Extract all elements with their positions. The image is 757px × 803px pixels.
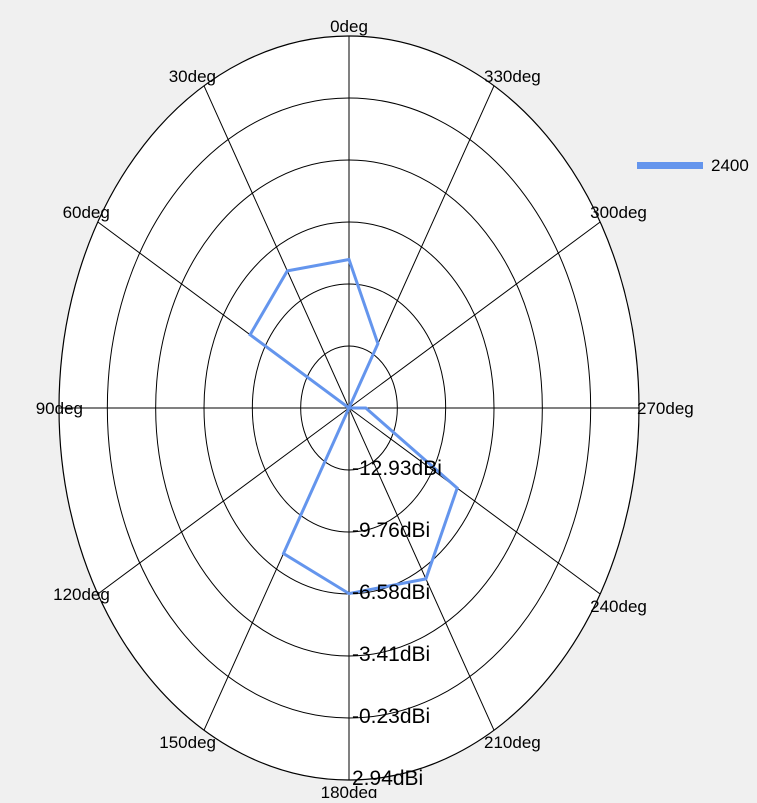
legend-label-2400: 2400	[711, 156, 749, 175]
radial-tick-label: -0.23dBi	[352, 705, 430, 728]
radial-tick-label: -3.41dBi	[352, 643, 430, 666]
angle-tick-label: 60deg	[63, 203, 110, 222]
angle-tick-label: 210deg	[484, 733, 541, 752]
legend-swatch-2400	[637, 162, 703, 169]
angle-tick-label: 270deg	[637, 399, 694, 418]
radial-tick-label: 2.94dBi	[352, 767, 423, 790]
angle-tick-label: 300deg	[590, 203, 647, 222]
radial-tick-label: -9.76dBi	[352, 519, 430, 542]
angle-tick-label: 0deg	[330, 17, 368, 36]
angle-tick-label: 120deg	[53, 585, 110, 604]
angle-tick-label: 30deg	[169, 67, 216, 86]
radial-tick-label: -12.93dBi	[352, 457, 442, 480]
angle-tick-label: 90deg	[36, 399, 83, 418]
angle-tick-label: 330deg	[484, 67, 541, 86]
angle-tick-label: 150deg	[159, 733, 216, 752]
radial-tick-label: -6.58dBi	[352, 581, 430, 604]
angle-tick-label: 240deg	[590, 597, 647, 616]
